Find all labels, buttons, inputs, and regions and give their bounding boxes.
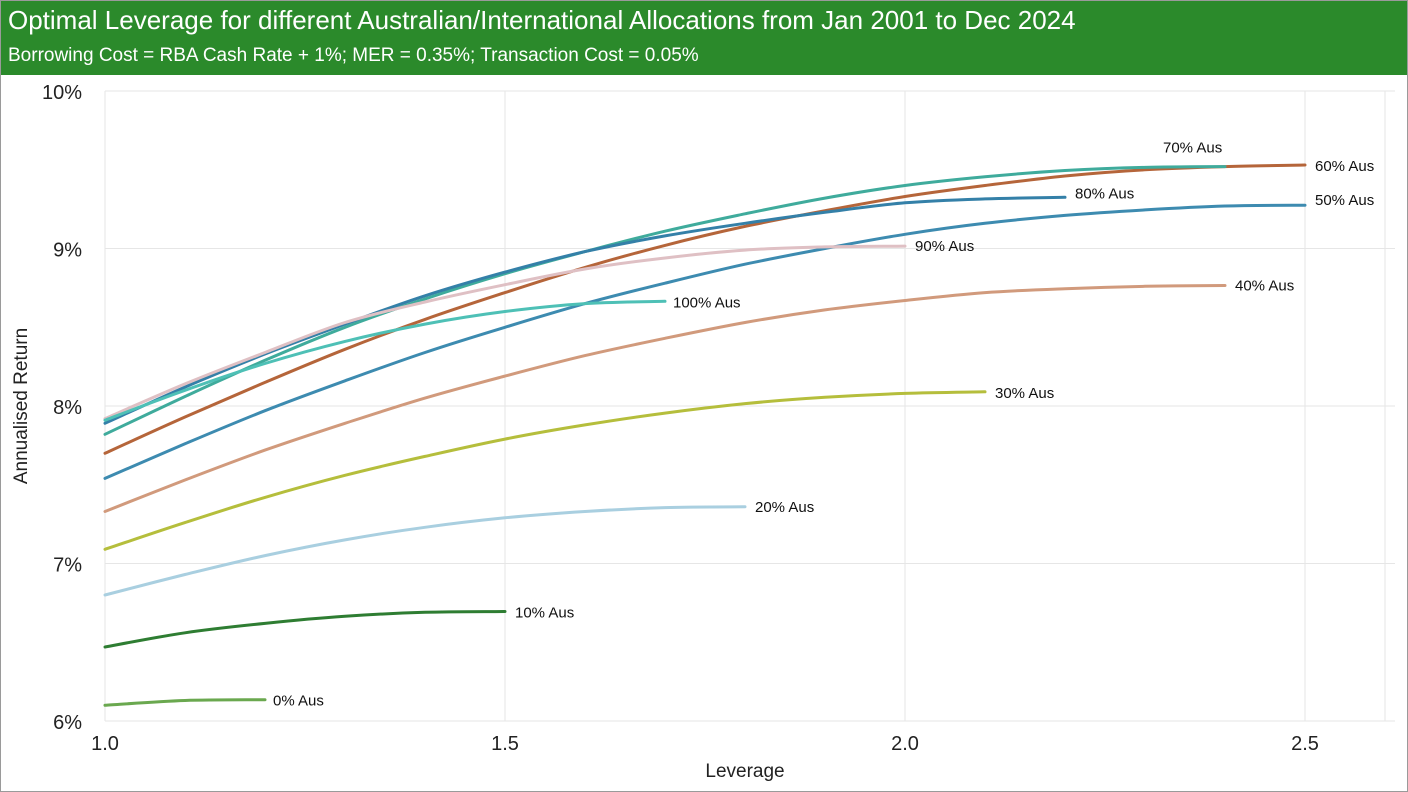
y-tick-label: 9%	[53, 240, 82, 262]
series-line-10-auspct	[103, 610, 507, 649]
series-label-30-auspct: 30% Aus	[995, 385, 1054, 402]
y-tick-label: 6%	[53, 712, 82, 734]
y-tick-label: 7%	[53, 555, 82, 577]
x-tick-label: 1.0	[91, 733, 119, 755]
series-label-0-auspct: 0% Aus	[273, 693, 324, 710]
series-line-30-auspct	[103, 390, 987, 551]
series-label-60-auspct: 60% Aus	[1315, 158, 1374, 175]
series-label-80-auspct: 80% Aus	[1075, 185, 1134, 202]
series-layer	[103, 163, 1307, 707]
series-label-40-auspct: 40% Aus	[1235, 278, 1294, 295]
tick-layer: 6% 7% 8% 9% 10% 1.0 1.5 2.0 2.5	[42, 82, 1319, 755]
x-tick-label: 2.0	[891, 733, 919, 755]
series-line-90-auspct	[103, 244, 907, 421]
series-label-layer: 0% Aus 10% Aus 20% Aus 30% Aus 40% Aus 50% Au…	[273, 140, 1374, 710]
series-line-60-auspct	[103, 163, 1307, 455]
y-tick-label: 8%	[53, 397, 82, 419]
series-label-90-auspct: 90% Aus	[915, 238, 974, 255]
x-axis-title: Leverage	[705, 761, 784, 782]
series-line-40-auspct	[103, 284, 1227, 513]
y-axis-title: Annualised Return	[11, 328, 32, 484]
x-tick-label: 1.5	[491, 733, 519, 755]
chart-title: Optimal Leverage for different Australia…	[8, 5, 1076, 35]
chart-subtitle: Borrowing Cost = RBA Cash Rate + 1%; MER…	[8, 45, 699, 66]
x-tick-label: 2.5	[1291, 733, 1319, 755]
grid-layer	[104, 90, 1395, 722]
series-label-50-auspct: 50% Aus	[1315, 192, 1374, 209]
series-line-70-auspct	[103, 165, 1227, 436]
series-label-100-auspct: 100% Aus	[673, 294, 741, 311]
series-label-70-auspct: 70% Aus	[1163, 140, 1222, 157]
series-line-50-auspct	[103, 203, 1307, 480]
series-line-0-auspct	[103, 698, 267, 707]
series-label-10-auspct: 10% Aus	[515, 605, 574, 622]
series-line-20-auspct	[103, 505, 747, 597]
y-tick-label: 10%	[42, 82, 82, 104]
chart-header: Optimal Leverage for different Australia…	[1, 1, 1407, 75]
series-line-100-auspct	[103, 299, 667, 422]
series-label-20-auspct: 20% Aus	[755, 499, 814, 516]
